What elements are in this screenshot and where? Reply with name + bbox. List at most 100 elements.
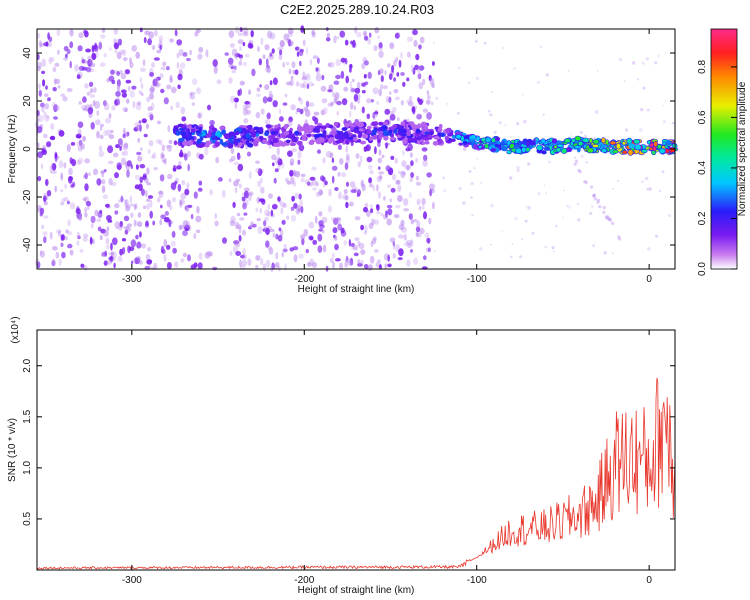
noise-point [196, 87, 201, 95]
noise-point [188, 224, 192, 232]
y-tick-label: 2.0 [22, 358, 33, 372]
noise-point [552, 250, 555, 253]
noise-point [410, 160, 414, 167]
noise-point [144, 30, 151, 36]
noise-point [109, 255, 114, 263]
noise-point [384, 263, 388, 270]
ridge-point [361, 133, 369, 139]
noise-point [147, 149, 151, 154]
noise-point [204, 251, 211, 259]
noise-point [428, 183, 435, 191]
noise-point [378, 171, 385, 175]
noise-point [149, 87, 155, 93]
noise-point [108, 75, 115, 82]
noise-point [185, 206, 190, 213]
ridge-point [278, 141, 285, 147]
noise-point [107, 160, 114, 165]
noise-point [228, 30, 235, 38]
y-tick-label: 20 [22, 95, 33, 107]
noise-point [513, 67, 516, 70]
noise-point [54, 185, 57, 193]
noise-point [442, 176, 445, 180]
ridge-point [490, 148, 497, 152]
noise-point [415, 226, 421, 233]
noise-point [345, 145, 349, 153]
noise-point [160, 204, 163, 209]
noise-point [242, 202, 247, 210]
noise-point [563, 189, 566, 192]
ridge-point [577, 140, 584, 147]
noise-point [69, 202, 76, 210]
noise-point [54, 105, 60, 112]
noise-point [265, 240, 270, 248]
noise-point [366, 98, 372, 104]
noise-point [98, 145, 103, 152]
noise-point [54, 62, 60, 67]
noise-point [328, 188, 332, 197]
noise-point [160, 88, 165, 94]
noise-point [642, 86, 646, 90]
noise-point [326, 32, 331, 38]
noise-point [386, 204, 393, 209]
noise-point [53, 104, 58, 113]
noise-point [60, 201, 65, 206]
noise-point [55, 78, 60, 85]
noise-point [545, 73, 550, 77]
ridge-point [366, 126, 372, 130]
noise-point [162, 159, 166, 163]
noise-point [144, 223, 150, 228]
noise-point [299, 199, 304, 208]
noise-point [354, 237, 360, 242]
noise-point [349, 110, 352, 118]
noise-point [80, 263, 85, 268]
noise-point [136, 101, 142, 106]
noise-point [255, 255, 261, 261]
noise-point [244, 100, 250, 105]
noise-point [182, 252, 188, 258]
noise-point [639, 128, 643, 132]
noise-point [103, 102, 110, 111]
noise-point [274, 168, 279, 173]
ridge-point [309, 139, 315, 143]
noise-point [85, 66, 92, 73]
noise-point [141, 188, 145, 196]
noise-point [119, 221, 123, 228]
noise-point [175, 101, 180, 109]
noise-point [229, 250, 233, 257]
noise-point [264, 119, 271, 126]
noise-point [39, 207, 45, 215]
ridge-point [540, 138, 546, 144]
noise-point [134, 203, 138, 209]
noise-point [118, 38, 122, 46]
noise-point [105, 244, 110, 250]
ridge-point [248, 124, 253, 130]
ridge-point [615, 143, 622, 150]
noise-point [431, 61, 435, 66]
noise-point [156, 49, 161, 54]
noise-point [174, 261, 179, 268]
noise-point [272, 232, 276, 238]
noise-point [468, 81, 470, 84]
noise-point [671, 121, 675, 125]
y-scale-label: (x10⁴) [10, 316, 21, 343]
noise-point [209, 251, 213, 257]
noise-point [126, 98, 130, 104]
noise-point [514, 216, 518, 221]
noise-point [144, 190, 148, 198]
noise-point [100, 228, 106, 234]
noise-point [470, 196, 473, 199]
noise-point [89, 94, 96, 98]
noise-point [258, 58, 262, 66]
noise-point [353, 244, 359, 251]
noise-point [60, 242, 64, 247]
noise-point [46, 190, 52, 197]
ridge-point [633, 138, 641, 145]
noise-point [58, 130, 65, 137]
noise-point [647, 247, 651, 251]
noise-point [158, 190, 164, 195]
noise-point [51, 163, 57, 171]
ridge-point [321, 125, 327, 130]
noise-point [47, 42, 52, 48]
noise-point [260, 186, 265, 194]
noise-point [539, 45, 543, 48]
